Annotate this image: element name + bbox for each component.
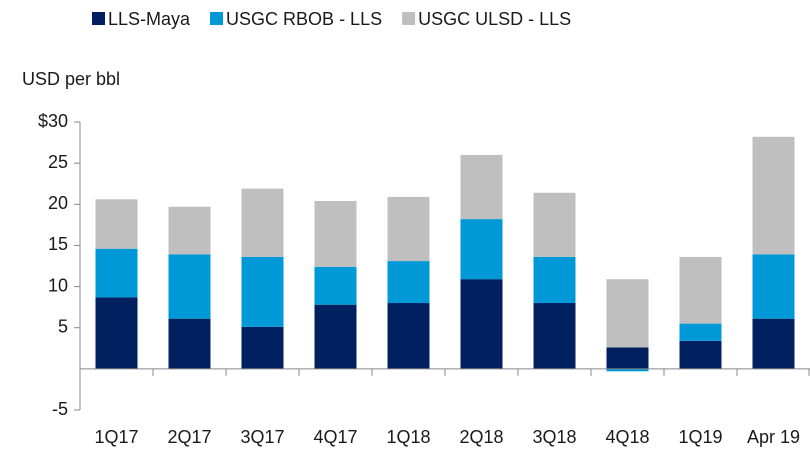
x-tick-label: 1Q18: [386, 427, 430, 447]
bar-segment: [752, 254, 795, 319]
y-tick-label: 20: [48, 193, 68, 213]
bar-segment: [460, 279, 503, 369]
x-tick-label: 2Q17: [167, 427, 211, 447]
bar-segment: [533, 303, 576, 369]
bar-segment: [95, 248, 138, 298]
y-tick-label: 25: [48, 152, 68, 172]
bar-segment: [533, 192, 576, 257]
x-tick-label: 1Q17: [94, 427, 138, 447]
bar-segment: [752, 136, 795, 255]
y-axis-label: USD per bbl: [22, 69, 120, 89]
legend-label: USGC ULSD - LLS: [418, 9, 571, 29]
legend-label: LLS-Maya: [108, 9, 191, 29]
bar-segment: [679, 340, 722, 369]
bar-segment: [168, 318, 211, 369]
bar-segment: [95, 297, 138, 369]
y-tick-label: 10: [48, 275, 68, 295]
bar-segment: [606, 279, 649, 348]
bar-segment: [241, 188, 284, 257]
bar-segment: [752, 318, 795, 369]
bar-segment: [168, 254, 211, 319]
legend-label: USGC RBOB - LLS: [226, 9, 382, 29]
bar-segment: [679, 256, 722, 324]
bar-segment: [241, 256, 284, 327]
x-tick-label: 4Q18: [605, 427, 649, 447]
bar-segment: [314, 200, 357, 267]
y-tick-label: -5: [52, 399, 68, 419]
y-tick-label: $30: [38, 111, 68, 131]
x-tick-label: 2Q18: [459, 427, 503, 447]
bar-segment: [533, 256, 576, 304]
bar-segment: [387, 261, 430, 304]
x-tick-label: 3Q18: [532, 427, 576, 447]
legend-swatch: [402, 12, 416, 25]
bar-segment: [387, 303, 430, 369]
bar-segment: [168, 206, 211, 255]
bar-segment: [241, 326, 284, 369]
bar-segment: [460, 154, 503, 220]
bar-segment: [387, 196, 430, 262]
x-tick-label: 4Q17: [313, 427, 357, 447]
x-tick-label: 3Q17: [240, 427, 284, 447]
bar-segment: [460, 219, 503, 280]
bar-segment: [314, 304, 357, 369]
y-tick-label: 5: [58, 316, 68, 336]
legend-swatch: [92, 12, 105, 25]
bar-segment: [679, 323, 722, 341]
legend-swatch: [210, 12, 224, 25]
bar-segment: [95, 199, 138, 249]
x-tick-label: Apr 19: [747, 427, 800, 447]
x-tick-label: 1Q19: [678, 427, 722, 447]
bar-segment: [606, 347, 649, 369]
bar-segment: [314, 266, 357, 305]
bar-segment: [606, 368, 649, 372]
y-tick-label: 15: [48, 234, 68, 254]
